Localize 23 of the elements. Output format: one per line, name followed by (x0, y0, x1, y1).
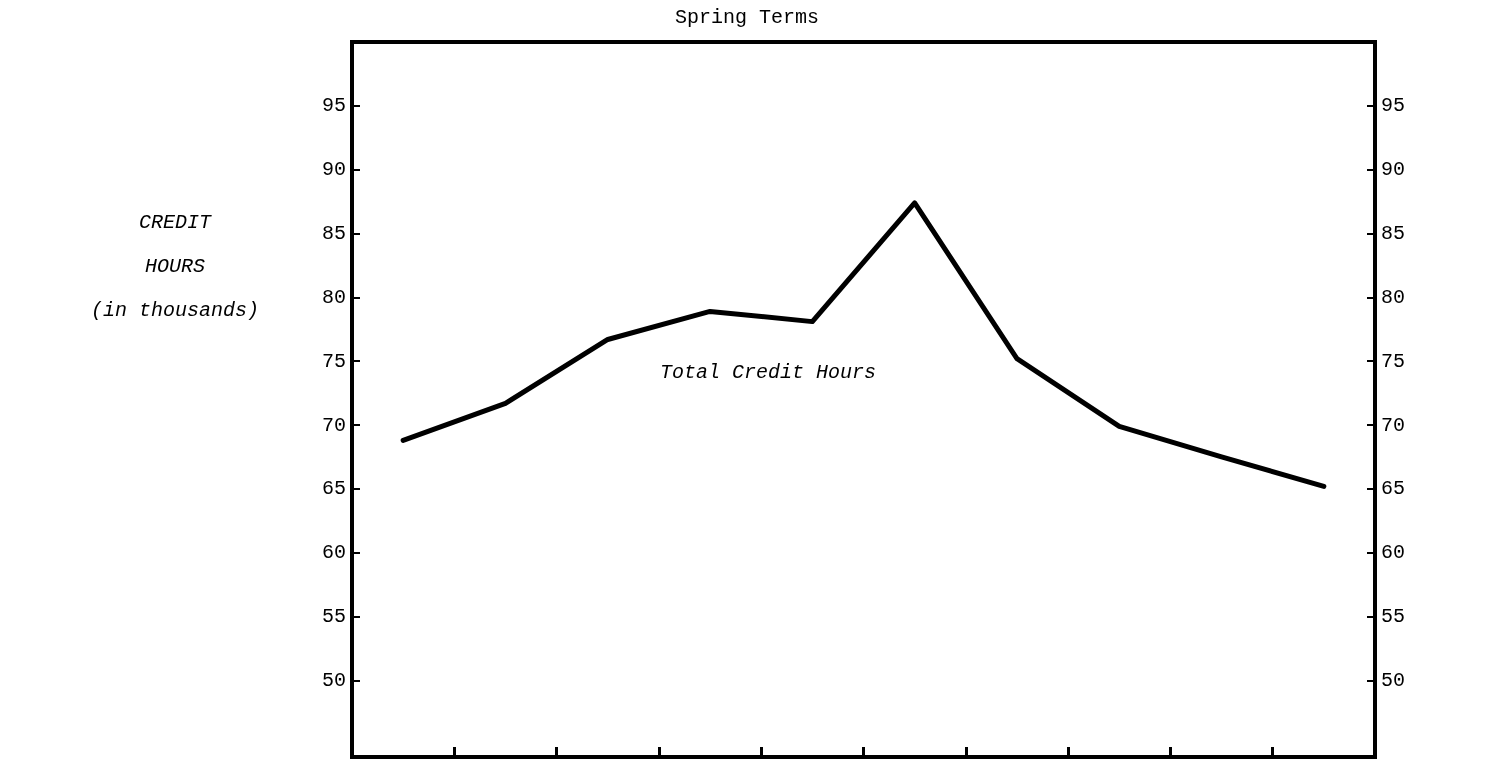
y-axis-title: CREDIT HOURS (in thousands) (90, 210, 260, 322)
chart-title: Spring Terms (674, 5, 820, 29)
y2-tick-label: 55 (1381, 605, 1406, 629)
y-tick-label: 95 (321, 94, 346, 118)
y2-tick-label: 90 (1381, 158, 1406, 182)
annotation: Total Credit Hours (660, 360, 877, 384)
y2-tick-label: 75 (1381, 349, 1406, 373)
y-tick-label: 60 (321, 541, 346, 565)
y2-tick-label: 65 (1381, 477, 1406, 501)
y-tick-label: 90 (321, 158, 346, 182)
y2-tick-label: 60 (1381, 541, 1406, 565)
y2-tick-label: 80 (1381, 285, 1406, 309)
y-tick-label: 65 (321, 477, 346, 501)
y2-tick-label: 95 (1381, 94, 1406, 118)
y-tick-label: 85 (321, 222, 346, 246)
y2-tick-label: 70 (1381, 413, 1406, 437)
y-tick-label: 75 (321, 349, 346, 373)
y-tick-label: 70 (321, 413, 346, 437)
y-tick-label: 55 (321, 605, 346, 629)
y-tick-label: 50 (321, 668, 346, 692)
y-tick-label: 80 (321, 285, 346, 309)
y2-tick-label: 85 (1381, 222, 1406, 246)
y2-tick-label: 50 (1381, 668, 1406, 692)
